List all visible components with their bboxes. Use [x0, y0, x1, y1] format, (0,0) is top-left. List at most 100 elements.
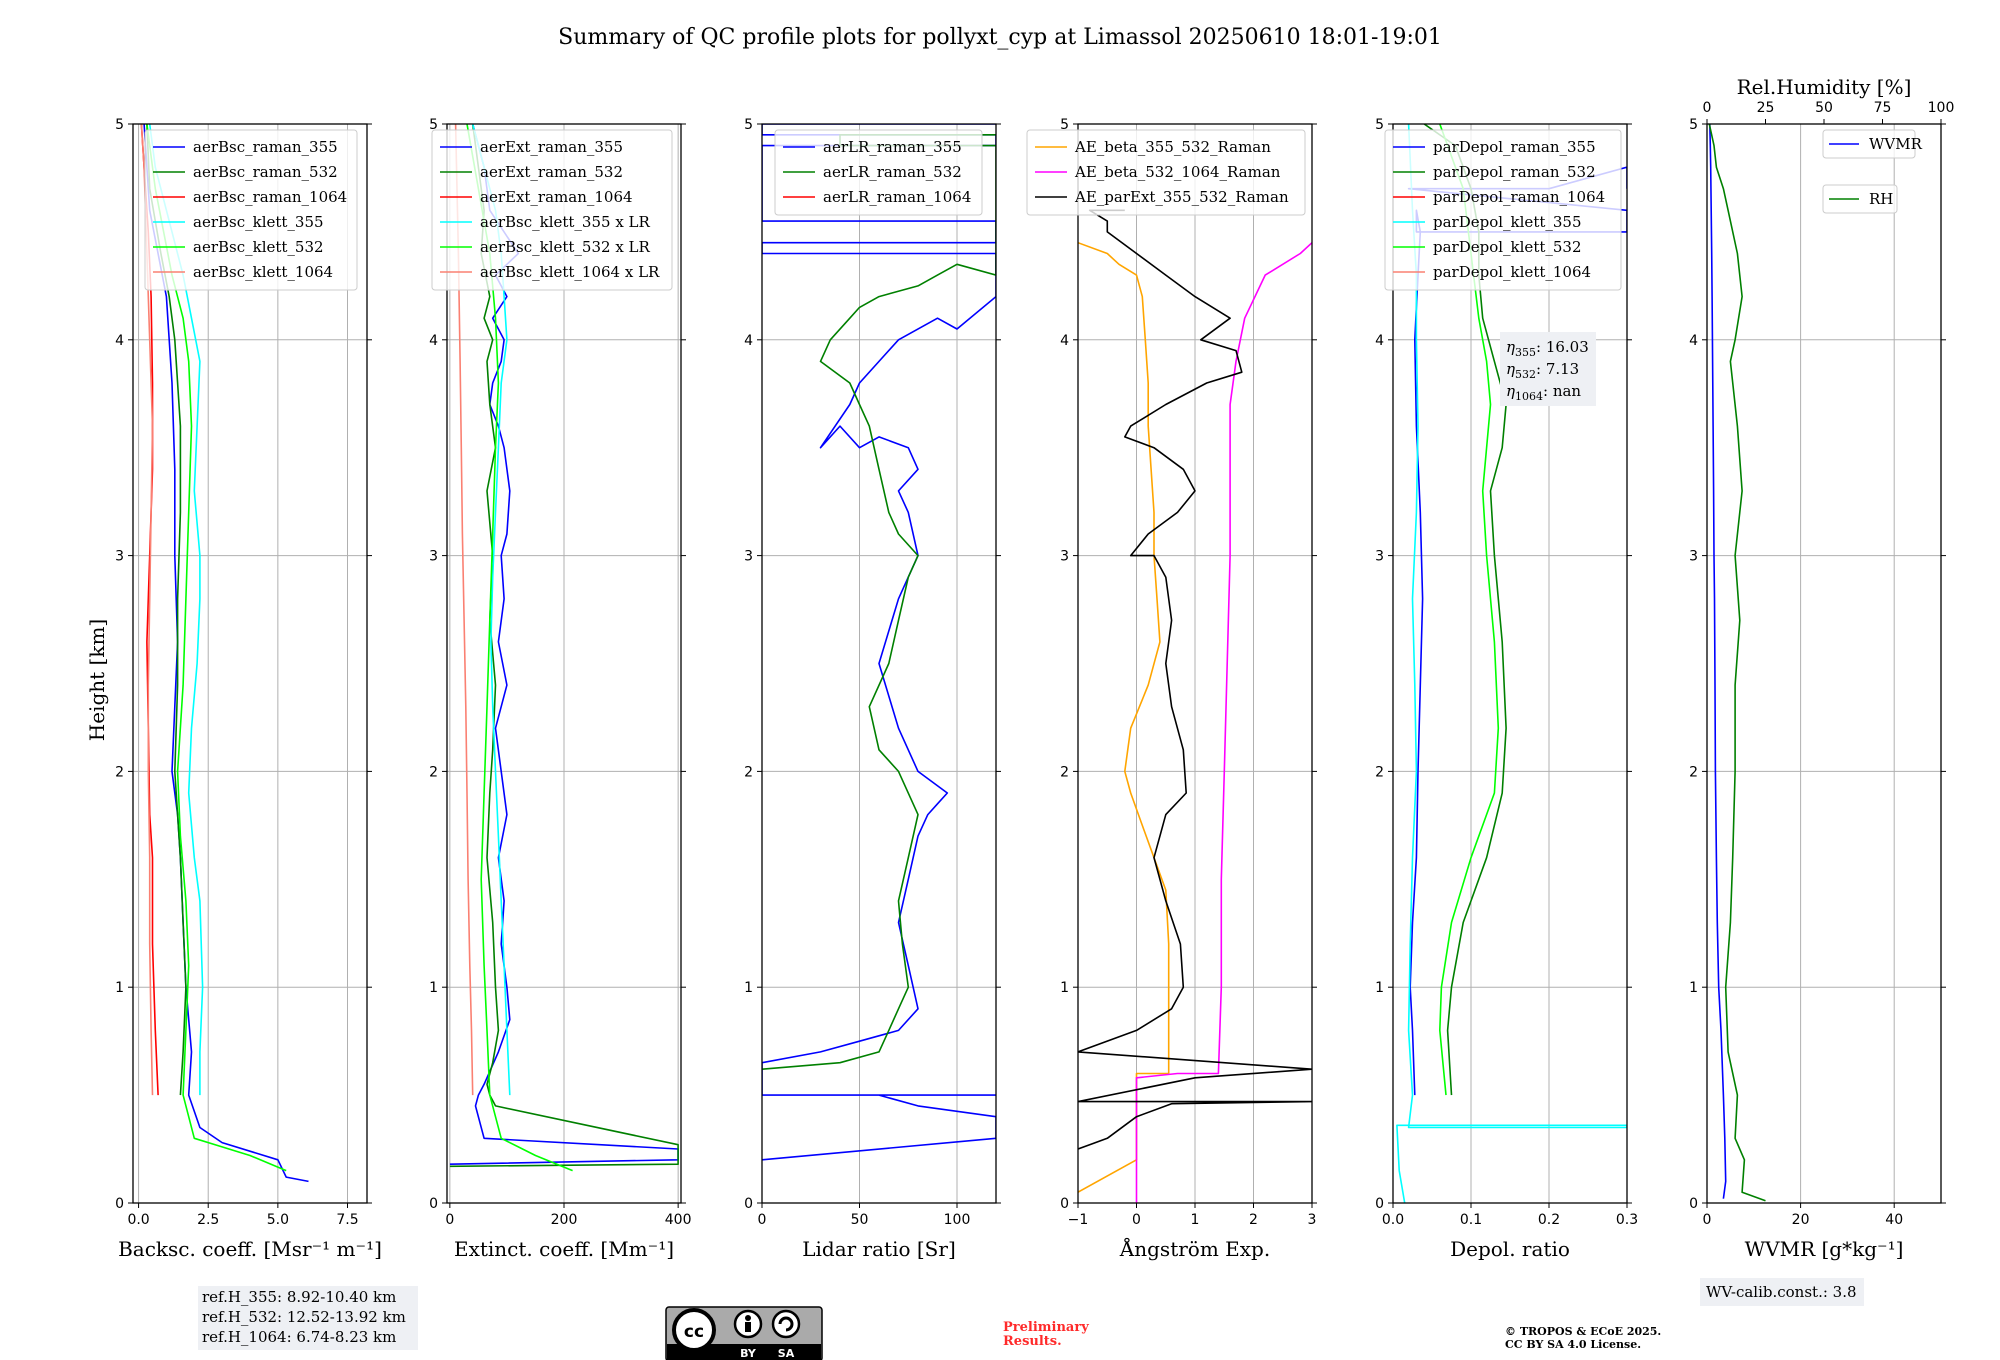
wv-calib-note: WV-calib.const.: 3.8	[1700, 1278, 1864, 1306]
legend-label-aerbsc-klett-1064: aerBsc_klett_1064	[193, 263, 333, 281]
x-tick-label: 2	[1249, 1212, 1258, 1228]
svg-text:cc: cc	[684, 1322, 704, 1342]
x2-tick-label: 50	[1815, 100, 1833, 116]
series-line-aerbsc-klett-532	[146, 124, 287, 1172]
legend-box	[1822, 129, 1916, 159]
x2-tick-label: 100	[1928, 100, 1955, 116]
eta-line-355: η355: 16.03	[1506, 338, 1589, 359]
series-line-aerbsc-klett-532-x-lr	[466, 124, 573, 1172]
figure-title: Summary of QC profile plots for pollyxt_…	[558, 25, 1442, 50]
eta-note-box	[1500, 332, 1596, 406]
eta-line-532: η532: 7.13	[1506, 360, 1579, 381]
cc-sa-label: SA	[778, 1347, 795, 1360]
series-line-aerlr-raman-532	[762, 134, 996, 1070]
y-tick-label: 5	[1689, 117, 1698, 133]
x-tick-label: 0	[445, 1212, 454, 1228]
x2-tick-label: 25	[1757, 100, 1775, 116]
x-tick-label: 0.2	[1538, 1212, 1560, 1228]
y-tick-label: 1	[115, 980, 124, 996]
legend-label-aerext-raman-355: aerExt_raman_355	[480, 138, 623, 156]
x-tick-label: 40	[1885, 1212, 1903, 1228]
copyright-line-1: © TROPOS & ECoE 2025.	[1505, 1325, 1661, 1338]
legend-box	[144, 129, 358, 291]
legend-label-aerbsc-klett-355-x-lr: aerBsc_klett_355 x LR	[480, 213, 651, 231]
y-tick-label: 0	[429, 1196, 438, 1212]
y-tick-label: 1	[1689, 980, 1698, 996]
x2-tick-label: 75	[1874, 100, 1892, 116]
series-group	[762, 124, 996, 1161]
legend-label-pardepol-raman-532: parDepol_raman_532	[1433, 163, 1596, 181]
y-tick-label: 3	[1060, 549, 1069, 565]
x-tick-label: 0.0	[127, 1212, 149, 1228]
x-tick-label: 0	[1703, 1212, 1712, 1228]
legend-label-aerbsc-raman-355: aerBsc_raman_355	[193, 138, 338, 156]
legend-label-aerbsc-raman-532: aerBsc_raman_532	[193, 163, 338, 181]
y-tick-label: 4	[744, 333, 753, 349]
y-tick-label: 2	[1060, 764, 1069, 780]
y-tick-label: 5	[744, 117, 753, 133]
eta-subscript: 532	[1515, 368, 1536, 381]
axes-frame	[1706, 123, 1942, 1204]
x-tick-label: 200	[551, 1212, 578, 1228]
y-tick-label: 1	[429, 980, 438, 996]
eta-subscript: 1064	[1515, 390, 1543, 403]
series-line-ae-parext-355-532-raman	[1078, 209, 1312, 1150]
legend: aerBsc_raman_355 aerBsc_raman_532 aerBsc_r…	[144, 129, 358, 291]
ref-h-1064: ref.H_1064: 6.74-8.23 km	[202, 1328, 396, 1346]
x-tick-label: 20	[1792, 1212, 1810, 1228]
ref-height-note: ref.H_355: 8.92-10.40 km ref.H_532: 12.5…	[198, 1286, 418, 1350]
eta-symbol: η	[1506, 382, 1515, 400]
preliminary-line-1: Preliminary	[1003, 1320, 1089, 1335]
legend: WVMR RH	[1822, 129, 1923, 214]
legend-label-aerbsc-klett-532: aerBsc_klett_532	[193, 238, 324, 256]
legend-box	[1384, 129, 1622, 291]
series-line-wvmr	[1709, 124, 1727, 1199]
copyright-line-2: CC BY SA 4.0 License.	[1505, 1338, 1641, 1351]
y-tick-label: 2	[429, 764, 438, 780]
legend-label-ae-beta-355-532-raman: AE_beta_355_532_Raman	[1074, 138, 1271, 156]
panel-ext: 0 1 2 3 4 5 0 200 400 Extinct. coeff. [Mm⁻¹] aerEx…	[429, 117, 691, 1261]
series-line-aerbsc-raman-355	[143, 124, 309, 1183]
share-alike-icon	[771, 1309, 801, 1339]
axes-frame	[132, 123, 368, 1204]
legend-label-pardepol-raman-355: parDepol_raman_355	[1433, 138, 1596, 156]
legend-label-pardepol-klett-1064: parDepol_klett_1064	[1433, 263, 1591, 281]
legend-label-aerlr-raman-1064: aerLR_raman_1064	[823, 188, 971, 206]
legend-label-aerbsc-klett-1064-x-lr: aerBsc_klett_1064 x LR	[480, 263, 660, 281]
x-axis-label: Ångström Exp.	[1119, 1236, 1270, 1261]
x-tick-label: 1	[1191, 1212, 1200, 1228]
series-line-pardepol-klett-355	[1396, 124, 1627, 1203]
x-tick-label: 0	[758, 1212, 767, 1228]
x-tick-label: 100	[944, 1212, 971, 1228]
eta-symbol: η	[1506, 338, 1515, 356]
y-tick-label: 1	[1060, 980, 1069, 996]
x-tick-label: 0.3	[1616, 1212, 1638, 1228]
series-line-aerbsc-klett-1064-x-lr	[454, 124, 474, 1096]
y-axis-label: Height [km]	[85, 619, 109, 741]
eta-value: : 7.13	[1536, 360, 1579, 378]
y-tick-label: 1	[1375, 980, 1384, 996]
panel-bsc: 0 1 2 3 4 5 0.0 2.5 5.0 7.5 Backsc. coeff. [Msr⁻¹ …	[115, 117, 382, 1261]
series-group	[1078, 209, 1312, 1203]
y-tick-label: 4	[429, 333, 438, 349]
legend-label-aerlr-raman-532: aerLR_raman_532	[823, 163, 962, 181]
x-tick-label: 0.1	[1460, 1212, 1482, 1228]
legend-box	[1822, 184, 1898, 214]
series-line-pardepol-raman-355	[1407, 166, 1627, 1096]
legend-box	[1026, 129, 1306, 216]
legend-label-pardepol-raman-1064: parDepol_raman_1064	[1433, 188, 1605, 206]
eta-line-1064: η1064: nan	[1506, 382, 1581, 403]
legend-label-aerbsc-klett-355: aerBsc_klett_355	[193, 213, 324, 231]
legend: aerExt_raman_355 aerExt_raman_532 aerExt_r…	[431, 129, 673, 291]
y-tick-label: 3	[1375, 549, 1384, 565]
y-tick-label: 3	[1689, 549, 1698, 565]
axes-frame	[1392, 123, 1628, 1204]
y-tick-label: 0	[1689, 1196, 1698, 1212]
legend-label-aerbsc-raman-1064: aerBsc_raman_1064	[193, 188, 347, 206]
panel-dep: 0 1 2 3 4 5 0.0 0.1 0.2 0.3 Depol. ratio parDepol_r…	[1375, 117, 1638, 1261]
y-tick-label: 2	[744, 764, 753, 780]
y-tick-label: 3	[115, 549, 124, 565]
preliminary-line-2: Results.	[1003, 1334, 1062, 1349]
